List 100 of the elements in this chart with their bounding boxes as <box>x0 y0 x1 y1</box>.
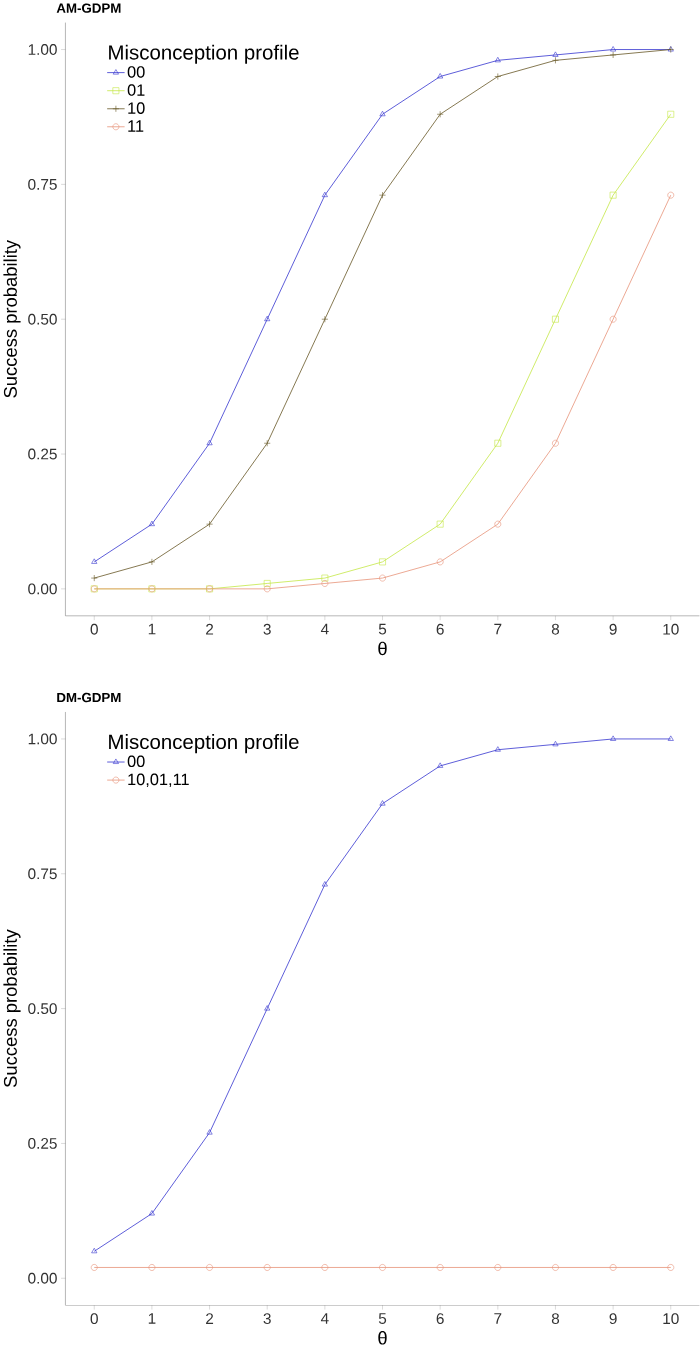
legend-label: 01 <box>127 84 145 96</box>
point <box>263 1264 271 1271</box>
x-tick-label: 10 <box>663 623 679 635</box>
x-tick-label: 8 <box>551 1313 560 1325</box>
point <box>552 740 559 747</box>
point <box>379 1264 386 1271</box>
y-tick-label: 0.75 <box>28 868 57 880</box>
x-tick-label: 5 <box>378 1313 387 1324</box>
x-tick-label: 3 <box>263 623 271 635</box>
point <box>552 439 559 447</box>
legend-title: Misconception profile <box>109 734 299 754</box>
x-tick-label: 6 <box>436 623 444 635</box>
x-tick-label: 8 <box>551 623 560 635</box>
point <box>552 51 559 57</box>
point <box>552 315 559 323</box>
point <box>321 315 329 323</box>
point <box>667 191 675 199</box>
point <box>379 800 386 806</box>
legend-label: 00 <box>127 755 145 768</box>
point <box>264 1005 271 1011</box>
point <box>206 1264 214 1271</box>
point <box>149 1210 155 1216</box>
x-tick-label: 2 <box>206 1313 214 1324</box>
x-axis-title: θ <box>378 641 387 656</box>
point <box>149 520 155 526</box>
point <box>206 1129 213 1135</box>
y-tick-label: 1.00 <box>28 733 57 745</box>
point <box>436 558 444 566</box>
point <box>609 315 617 323</box>
x-tick-label: 9 <box>609 623 617 635</box>
x-tick-label: 0 <box>90 1313 99 1325</box>
y-tick-label: 0.00 <box>28 1272 57 1284</box>
legend-label: 11 <box>128 120 144 132</box>
x-tick-label: 4 <box>321 1313 329 1324</box>
y-tick-label: 0.00 <box>28 583 57 595</box>
y-tick-label: 0.25 <box>28 448 57 460</box>
point <box>379 558 386 566</box>
line-series <box>91 735 674 1254</box>
point <box>610 46 617 52</box>
point <box>609 51 617 59</box>
x-tick-label: 0 <box>90 623 99 635</box>
x-tick-label: 5 <box>378 623 387 635</box>
point <box>263 580 271 587</box>
x-tick-label: 1 <box>148 623 156 635</box>
point <box>609 1264 617 1271</box>
y-axis-title: Success probability <box>3 239 21 398</box>
y-tick-label: 0.50 <box>28 313 57 325</box>
legend-label: 00 <box>127 66 145 78</box>
point <box>379 191 386 199</box>
point <box>321 574 329 582</box>
point <box>90 574 98 582</box>
point <box>437 73 444 79</box>
point <box>379 574 386 582</box>
point <box>610 735 617 741</box>
point <box>494 73 502 80</box>
point <box>206 520 214 528</box>
legend-label: 10,01,11 <box>128 773 189 788</box>
point <box>206 439 213 446</box>
point <box>437 762 444 768</box>
point <box>91 558 98 564</box>
point <box>264 315 271 322</box>
point <box>322 881 328 887</box>
y-tick-label: 1.00 <box>28 44 57 55</box>
y-tick-label: 0.75 <box>28 178 57 190</box>
point <box>552 56 559 64</box>
x-tick-label: 4 <box>321 623 329 635</box>
point <box>148 558 156 566</box>
point <box>263 585 271 593</box>
point <box>263 439 271 447</box>
point <box>436 520 444 528</box>
x-tick-label: 7 <box>494 623 502 635</box>
point <box>322 191 328 197</box>
legend-label: 10 <box>128 102 145 114</box>
point <box>494 746 501 752</box>
y-tick-label: 0.25 <box>28 1137 57 1149</box>
x-axis-title: θ <box>378 1331 387 1345</box>
point <box>494 56 501 63</box>
point <box>494 1264 502 1271</box>
point <box>667 110 675 118</box>
point <box>494 439 502 447</box>
legend-title: Misconception profile <box>109 44 299 64</box>
point <box>436 1264 444 1271</box>
x-tick-label: 2 <box>206 623 214 635</box>
x-tick-label: 1 <box>148 1313 156 1324</box>
point <box>321 1264 329 1271</box>
point <box>91 1247 98 1254</box>
chart-title: DM-GDPM <box>57 692 121 703</box>
point <box>379 110 386 117</box>
chart-title: AM-GDPM <box>56 3 121 13</box>
x-tick-label: 7 <box>494 1313 502 1324</box>
point <box>552 1264 559 1271</box>
point <box>90 1264 98 1271</box>
x-tick-label: 9 <box>609 1313 617 1325</box>
point <box>667 735 674 741</box>
point <box>667 1264 675 1271</box>
point <box>494 520 502 528</box>
y-tick-label: 0.50 <box>28 1003 57 1015</box>
x-tick-label: 3 <box>263 1313 271 1325</box>
y-axis-title: Success probability <box>3 929 21 1088</box>
point <box>148 1264 156 1271</box>
